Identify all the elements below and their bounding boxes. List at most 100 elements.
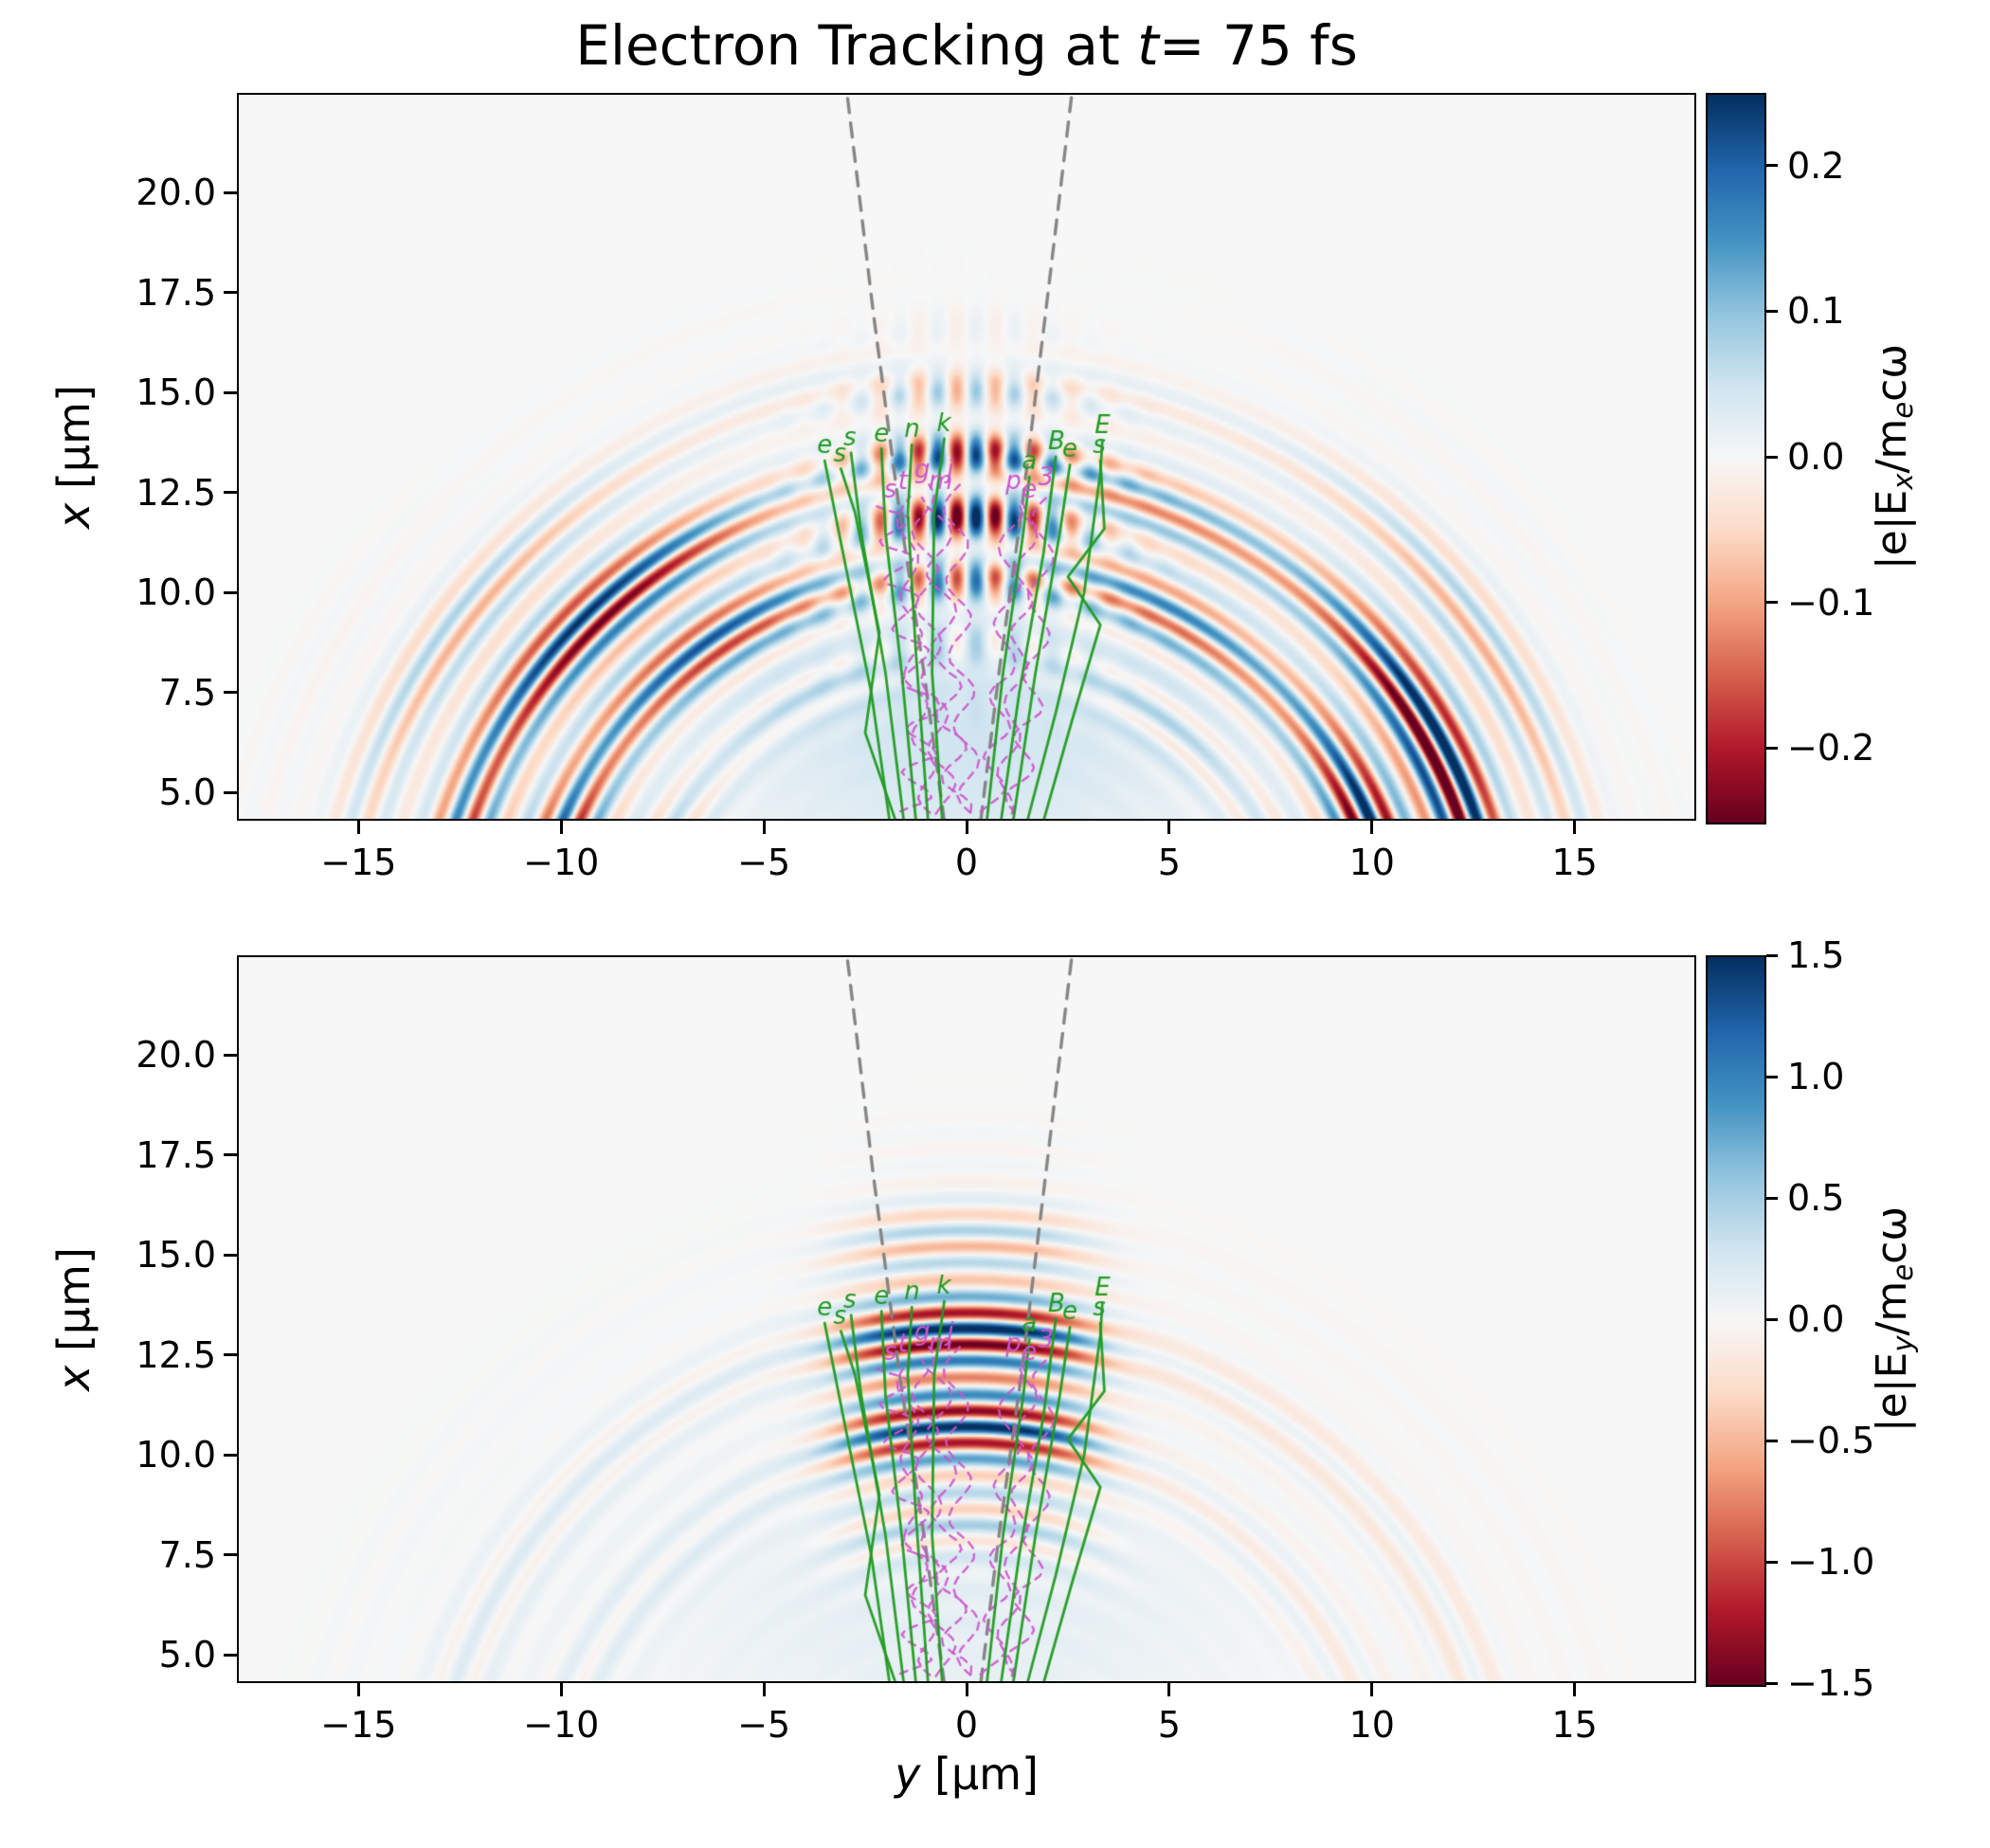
y-tick-mark	[224, 491, 237, 495]
ey-cbar-label-p2: /m	[1867, 1280, 1916, 1336]
x-tick-label: 0	[954, 1704, 979, 1746]
ey-field-panel	[237, 955, 1696, 1683]
x-tick-mark	[965, 821, 968, 834]
colorbar-tick-label: 1.5	[1787, 934, 1845, 976]
ey-colorbar-label: |e|Ey/mecω	[1868, 1206, 1919, 1432]
colorbar-tick-label: −1.0	[1787, 1541, 1875, 1583]
xlabel: y [µm]	[895, 1748, 1039, 1800]
ex-cbar-label-p3: cω	[1867, 343, 1916, 402]
colorbar-tick-mark	[1766, 1317, 1778, 1321]
xlabel-variable: y	[895, 1748, 921, 1800]
colorbar-tick-label: 0.0	[1787, 436, 1845, 478]
y-tick-mark	[224, 1053, 237, 1057]
y-tick-label: 5.0	[158, 771, 216, 814]
x-tick-label: −15	[320, 1704, 397, 1746]
ex-colorbar-gradient	[1708, 95, 1764, 823]
x-tick-label: 5	[1157, 1704, 1181, 1746]
colorbar-tick-mark	[1766, 1196, 1778, 1200]
y-tick-label: 12.5	[136, 1333, 216, 1376]
ey-cbar-label-p3: cω	[1867, 1205, 1916, 1264]
y-tick-mark	[224, 1453, 237, 1457]
x-tick-mark	[1573, 1683, 1577, 1696]
y-tick-mark	[224, 1153, 237, 1157]
ex-cbar-label-p1: |e|E	[1867, 489, 1916, 571]
title-time-variable: t	[1137, 13, 1159, 78]
colorbar-tick-label: −1.5	[1787, 1662, 1875, 1704]
colorbar-tick-mark	[1766, 1075, 1778, 1078]
colorbar-tick-label: 0.1	[1787, 290, 1845, 333]
xlabel-unit: [µm]	[920, 1748, 1039, 1800]
ex-ylabel-unit: [µm]	[48, 385, 100, 503]
x-tick-label: −5	[737, 1704, 791, 1746]
ey-ylabel-unit: [µm]	[48, 1247, 100, 1366]
y-tick-label: 15.0	[136, 371, 216, 414]
x-tick-mark	[965, 1683, 968, 1696]
ex-trajectory-overlay	[237, 93, 1696, 821]
colorbar-tick-label: 0.2	[1787, 144, 1845, 187]
y-tick-label: 7.5	[158, 671, 216, 714]
x-tick-label: −15	[320, 842, 397, 883]
ex-cbar-label-sub1: x	[1887, 473, 1920, 490]
y-tick-label: 10.0	[136, 571, 216, 614]
ex-field-panel	[237, 93, 1696, 821]
x-tick-mark	[1167, 821, 1171, 834]
y-tick-mark	[224, 790, 237, 794]
colorbar-tick-mark	[1766, 1439, 1778, 1442]
ey-ylabel: x [µm]	[48, 1247, 100, 1391]
y-tick-mark	[224, 1353, 237, 1357]
y-tick-mark	[224, 590, 237, 594]
x-tick-mark	[356, 1683, 360, 1696]
ey-colorbar-gradient	[1708, 957, 1764, 1685]
ey-cbar-label-p1: |e|E	[1867, 1351, 1916, 1433]
colorbar-tick-mark	[1766, 601, 1778, 605]
y-tick-label: 20.0	[136, 1034, 216, 1077]
y-tick-label: 17.5	[136, 271, 216, 314]
x-tick-mark	[762, 1683, 766, 1696]
colorbar-tick-label: −0.5	[1787, 1420, 1875, 1461]
y-tick-label: 17.5	[136, 1133, 216, 1176]
y-tick-label: 12.5	[136, 471, 216, 514]
y-tick-mark	[224, 1653, 237, 1657]
colorbar-tick-mark	[1766, 746, 1778, 750]
x-tick-label: 15	[1551, 842, 1598, 883]
colorbar-tick-label: 0.5	[1787, 1177, 1845, 1219]
x-tick-mark	[356, 821, 360, 834]
x-tick-label: 15	[1551, 1704, 1598, 1746]
ex-colorbar	[1706, 93, 1766, 824]
y-tick-mark	[224, 691, 237, 695]
colorbar-tick-mark	[1766, 455, 1778, 459]
ey-trajectory-overlay	[237, 955, 1696, 1683]
y-tick-mark	[224, 1253, 237, 1257]
x-tick-label: 0	[954, 842, 979, 883]
x-tick-mark	[1573, 821, 1577, 834]
colorbar-tick-label: −0.2	[1787, 727, 1875, 770]
colorbar-tick-label: −0.1	[1787, 581, 1875, 624]
y-tick-mark	[224, 1553, 237, 1557]
y-tick-mark	[224, 291, 237, 295]
colorbar-tick-mark	[1766, 309, 1778, 313]
y-tick-label: 5.0	[158, 1634, 216, 1676]
y-tick-label: 7.5	[158, 1533, 216, 1576]
ey-ylabel-variable: x	[48, 1365, 100, 1391]
x-tick-mark	[762, 821, 766, 834]
x-tick-label: −10	[523, 1704, 600, 1746]
x-tick-mark	[1370, 1683, 1374, 1696]
ex-cbar-label-p2: /m	[1867, 418, 1916, 474]
ey-colorbar	[1706, 955, 1766, 1687]
x-tick-label: −10	[523, 842, 600, 883]
colorbar-tick-label: 0.0	[1787, 1298, 1845, 1340]
title-prefix: Electron Tracking at	[575, 13, 1138, 78]
ey-cbar-label-sub2: e	[1887, 1263, 1920, 1281]
y-tick-label: 20.0	[136, 172, 216, 214]
title-suffix: = 75 fs	[1158, 13, 1358, 78]
ex-cbar-label-sub2: e	[1887, 401, 1920, 419]
x-tick-label: 10	[1348, 1704, 1395, 1746]
x-tick-label: 5	[1157, 842, 1181, 883]
colorbar-tick-mark	[1766, 164, 1778, 168]
colorbar-tick-mark	[1766, 1681, 1778, 1685]
y-tick-label: 10.0	[136, 1434, 216, 1477]
ex-colorbar-label: |e|Ex/mecω	[1868, 344, 1919, 570]
colorbar-tick-mark	[1766, 1560, 1778, 1564]
x-tick-label: 10	[1348, 842, 1395, 883]
figure-title: Electron Tracking at t= 75 fs	[575, 13, 1358, 78]
